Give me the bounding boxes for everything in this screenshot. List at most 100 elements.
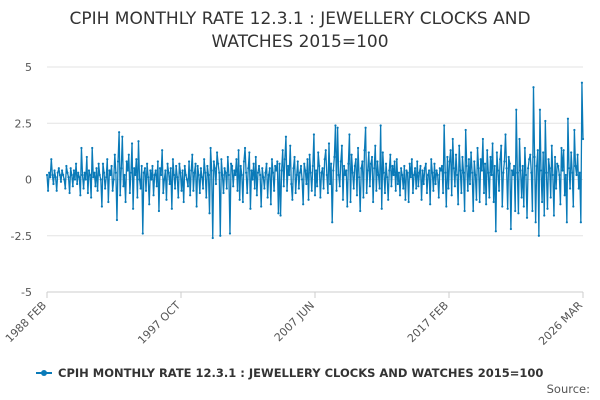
data-point[interactable] (176, 176, 179, 179)
data-point[interactable] (531, 209, 534, 213)
data-point[interactable] (425, 191, 429, 195)
data-point[interactable] (166, 162, 169, 165)
data-point[interactable] (495, 151, 498, 154)
data-point[interactable] (307, 198, 310, 201)
data-point[interactable] (563, 194, 566, 197)
data-point[interactable] (445, 205, 448, 208)
data-point[interactable] (93, 171, 96, 174)
data-point[interactable] (56, 171, 59, 174)
data-point[interactable] (321, 167, 324, 170)
data-point[interactable] (76, 182, 79, 186)
data-point[interactable] (111, 189, 114, 192)
data-point[interactable] (504, 133, 507, 136)
data-point[interactable] (339, 160, 342, 163)
data-point[interactable] (417, 185, 420, 188)
data-point[interactable] (50, 158, 53, 161)
data-point[interactable] (170, 207, 173, 210)
data-point[interactable] (390, 185, 393, 188)
data-point[interactable] (440, 164, 444, 168)
data-point[interactable] (179, 171, 182, 174)
data-point[interactable] (446, 155, 449, 159)
data-point[interactable] (342, 164, 346, 168)
data-point[interactable] (459, 169, 462, 172)
data-point[interactable] (533, 155, 536, 159)
data-point[interactable] (479, 158, 482, 161)
data-point[interactable] (331, 221, 334, 224)
data-point[interactable] (409, 176, 412, 179)
data-point[interactable] (316, 185, 319, 188)
data-point[interactable] (101, 162, 105, 165)
data-point[interactable] (542, 151, 545, 154)
data-point[interactable] (159, 173, 163, 177)
data-point[interactable] (543, 214, 546, 217)
data-point[interactable] (519, 169, 522, 172)
data-point[interactable] (489, 155, 492, 159)
data-point[interactable] (375, 189, 378, 192)
data-point[interactable] (104, 187, 107, 190)
data-point[interactable] (293, 155, 296, 159)
data-point[interactable] (51, 173, 54, 177)
data-point[interactable] (225, 187, 228, 190)
data-point[interactable] (295, 173, 298, 177)
data-point[interactable] (482, 191, 486, 195)
data-point[interactable] (90, 196, 93, 199)
data-point[interactable] (516, 171, 519, 174)
data-point[interactable] (114, 171, 117, 174)
data-point[interactable] (252, 162, 255, 165)
data-point[interactable] (418, 171, 421, 174)
data-point[interactable] (292, 167, 295, 170)
data-point[interactable] (267, 173, 270, 177)
data-point[interactable] (233, 169, 236, 172)
data-point[interactable] (118, 131, 121, 134)
data-point[interactable] (522, 205, 525, 208)
data-point[interactable] (303, 162, 306, 165)
data-point[interactable] (175, 164, 178, 168)
data-point[interactable] (337, 173, 340, 177)
data-point[interactable] (255, 194, 258, 197)
data-point[interactable] (501, 205, 504, 208)
data-point[interactable] (232, 185, 235, 188)
data-point[interactable] (266, 196, 269, 199)
data-point[interactable] (52, 182, 55, 186)
data-point[interactable] (92, 176, 95, 179)
data-point[interactable] (69, 167, 72, 170)
data-point[interactable] (575, 173, 578, 177)
data-point[interactable] (65, 164, 68, 168)
data-point[interactable] (296, 160, 299, 163)
data-point[interactable] (400, 167, 403, 170)
data-point[interactable] (477, 167, 480, 170)
data-point[interactable] (237, 149, 240, 152)
data-point[interactable] (95, 167, 98, 170)
data-point[interactable] (570, 151, 573, 154)
data-point[interactable] (53, 169, 56, 172)
data-point[interactable] (359, 209, 362, 213)
data-point[interactable] (549, 196, 552, 199)
data-point[interactable] (537, 234, 540, 237)
data-point[interactable] (388, 169, 391, 172)
data-point[interactable] (268, 167, 271, 170)
data-point[interactable] (180, 189, 183, 192)
data-point[interactable] (379, 124, 382, 127)
data-point[interactable] (197, 173, 200, 177)
data-point[interactable] (320, 171, 323, 174)
data-point[interactable] (94, 185, 97, 188)
data-point[interactable] (280, 169, 283, 172)
data-point[interactable] (112, 178, 115, 181)
data-point[interactable] (313, 194, 317, 197)
data-point[interactable] (191, 153, 194, 156)
data-point[interactable] (547, 158, 550, 161)
data-point[interactable] (113, 153, 116, 156)
data-point[interactable] (239, 164, 242, 168)
data-point[interactable] (578, 171, 581, 174)
data-point[interactable] (134, 173, 137, 177)
chart-legend[interactable]: CPIH MONTHLY RATE 12.3.1 : JEWELLERY CLO… (36, 366, 543, 380)
data-point[interactable] (182, 200, 185, 204)
data-point[interactable] (167, 171, 170, 174)
data-point[interactable] (163, 178, 166, 181)
data-point[interactable] (154, 169, 157, 172)
data-point[interactable] (355, 194, 359, 197)
data-point[interactable] (480, 169, 483, 172)
data-point[interactable] (120, 167, 123, 170)
data-point[interactable] (467, 158, 471, 161)
data-point[interactable] (257, 164, 261, 168)
